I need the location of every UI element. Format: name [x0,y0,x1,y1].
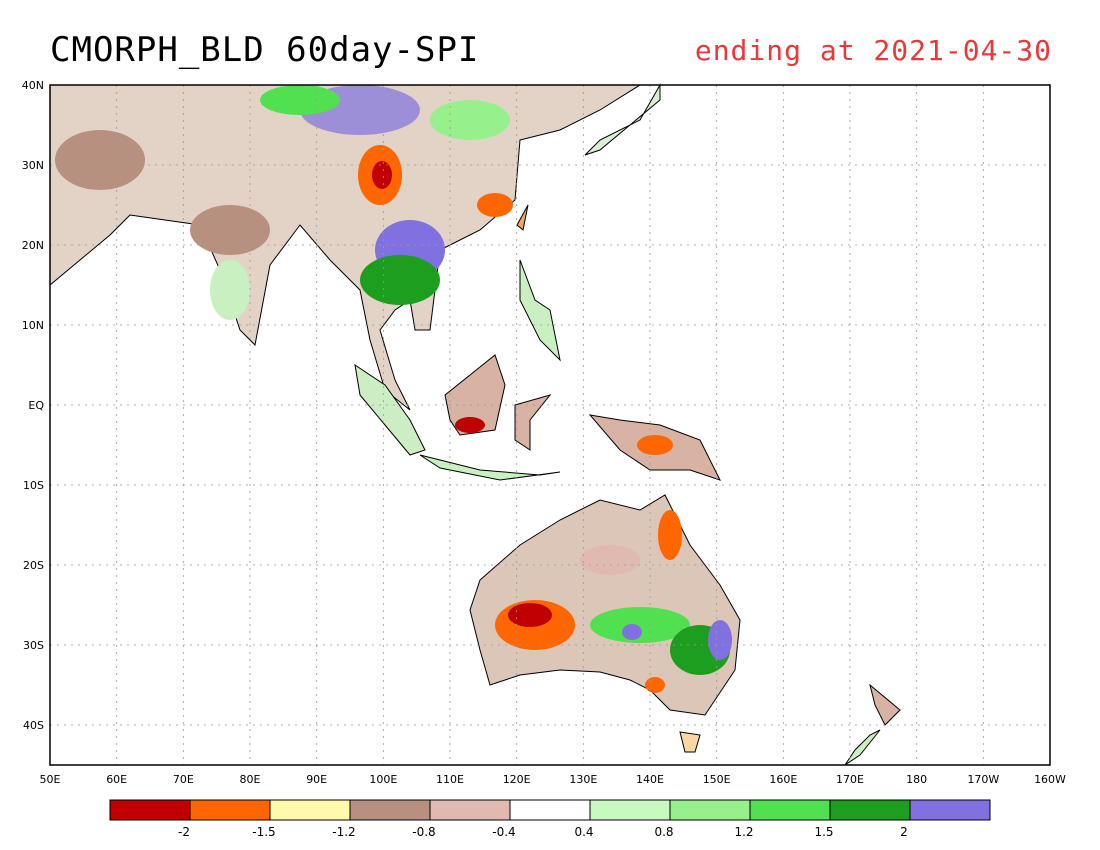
legend-label: -2 [178,825,190,839]
legend-label: 2 [900,825,908,839]
sulawesi [514,394,552,451]
legend-swatch [749,799,831,821]
lon-tick-label: 140E [636,773,664,786]
lon-tick-label: 50E [40,773,61,786]
lon-tick-label: 170E [836,773,864,786]
lon-tick-label: 120E [503,773,531,786]
legend-label: 1.2 [734,825,753,839]
lon-tick-label: 150E [703,773,731,786]
legend-swatch [669,799,751,821]
java [419,454,561,481]
legend-swatch [269,799,351,821]
lon-tick-label: 60E [106,773,127,786]
legend-label: -1.5 [252,825,275,839]
lat-tick-label: 10S [23,479,44,492]
legend-label: -1.2 [332,825,355,839]
lon-tick-label: 180 [906,773,927,786]
map-title: CMORPH_BLD 60day-SPI [50,30,480,70]
legend-swatch [829,799,911,821]
sumatra [354,363,426,456]
lat-tick-label: 10N [22,319,44,332]
lat-tick-label: EQ [28,399,44,412]
legend-swatch [909,799,991,821]
lat-tick-label: 20S [23,559,44,572]
lat-tick-label: 30S [23,639,44,652]
lon-tick-label: 160E [769,773,797,786]
japan [584,83,661,156]
latitude-labels: 40N 30N 20N 10N EQ 10S 20S 30S 40S [22,79,45,732]
lat-tick-label: 40S [23,719,44,732]
legend-swatch [429,799,511,821]
borneo [444,354,506,436]
lat-tick-label: 40N [22,79,44,92]
lon-tick-label: 130E [569,773,597,786]
grid-lines [50,85,1050,765]
philippines [519,259,561,362]
lon-tick-label: 70E [173,773,194,786]
legend-label: 1.5 [814,825,833,839]
legend-label: -0.4 [492,825,515,839]
legend-swatch [349,799,431,821]
legend-swatch [189,799,271,821]
lon-tick-label: 110E [436,773,464,786]
asia-landmass [49,84,642,411]
tasmania [679,731,701,753]
legend-label: -0.8 [412,825,435,839]
lon-tick-label: 160W [1034,773,1066,786]
lon-tick-label: 90E [306,773,327,786]
legend-label: 0.4 [574,825,593,839]
lon-tick-label: 170W [967,773,999,786]
legend-swatch [589,799,671,821]
legend-swatch [109,799,191,821]
lon-tick-label: 80E [240,773,261,786]
spi-anomaly-patches [55,85,732,693]
taiwan [516,204,529,231]
lon-tick-label: 100E [369,773,397,786]
map-date-subtitle: ending at 2021-04-30 [694,34,1052,67]
lat-tick-label: 20N [22,239,44,252]
longitude-labels: 50E 60E 70E 80E 90E 100E 110E 120E 130E 140E 150E 1… [40,773,1067,786]
color-legend: -2 -1.5 -1.2 -0.8 -0.4 0.4 0.8 1.2 1.5 2 [109,799,991,839]
legend-swatch [509,799,591,821]
map-frame [49,84,1051,766]
legend-label: 0.8 [654,825,673,839]
lat-tick-label: 30N [22,159,44,172]
